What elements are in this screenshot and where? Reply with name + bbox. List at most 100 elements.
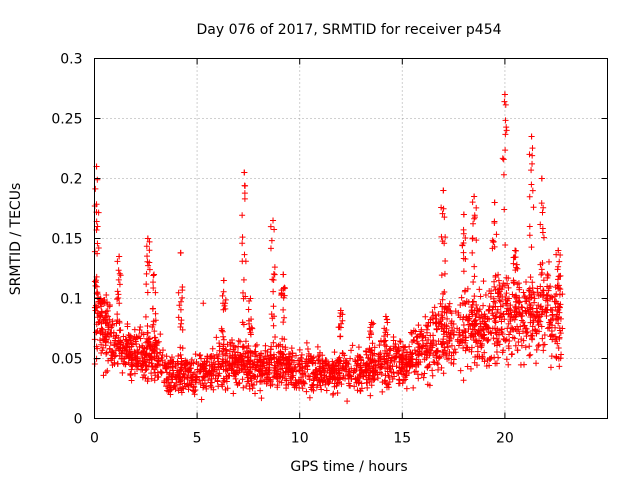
data-point (492, 329, 499, 336)
data-point (298, 380, 305, 387)
data-point (240, 384, 247, 391)
data-point (118, 355, 125, 362)
data-point (419, 332, 426, 339)
data-point (539, 335, 546, 342)
data-point (138, 351, 145, 358)
data-point (126, 349, 133, 356)
data-point (150, 347, 157, 354)
data-point (460, 226, 467, 233)
data-point (396, 354, 403, 361)
data-point (491, 218, 498, 225)
data-point (509, 351, 516, 358)
data-point (287, 361, 294, 368)
data-point (177, 249, 184, 256)
data-point (519, 304, 526, 311)
data-point (329, 362, 336, 369)
data-point (196, 352, 203, 359)
data-point (526, 352, 533, 359)
data-point (556, 335, 563, 342)
data-point (358, 385, 365, 392)
data-point (459, 316, 466, 323)
data-point (512, 342, 519, 349)
data-point (529, 160, 536, 167)
data-point (400, 371, 407, 378)
data-point (128, 343, 135, 350)
data-point (246, 320, 253, 327)
data-point (179, 294, 186, 301)
data-point (208, 352, 215, 359)
data-point (514, 347, 521, 354)
data-point (486, 288, 493, 295)
data-point (141, 356, 148, 363)
data-point (386, 352, 393, 359)
data-point (499, 349, 506, 356)
data-point (136, 343, 143, 350)
data-point (474, 305, 481, 312)
data-point (518, 303, 525, 310)
data-point (219, 328, 226, 335)
data-point (529, 279, 536, 286)
data-point (452, 349, 459, 356)
data-point (396, 338, 403, 345)
data-point (240, 321, 247, 328)
data-point (213, 334, 220, 341)
data-point (516, 286, 523, 293)
data-point (529, 336, 536, 343)
data-point (205, 377, 212, 384)
data-point (117, 327, 124, 334)
data-point (544, 325, 551, 332)
data-point (439, 296, 446, 303)
data-point (358, 367, 365, 374)
y-axis-label: SRMTID / TECUs (8, 183, 24, 296)
data-point (420, 342, 427, 349)
data-point (503, 356, 510, 363)
data-point (430, 358, 437, 365)
data-point (440, 352, 447, 359)
data-point (282, 375, 289, 382)
data-point (344, 360, 351, 367)
data-point (511, 309, 518, 316)
data-point (450, 360, 457, 367)
data-point (384, 368, 391, 375)
data-point (530, 204, 537, 211)
data-point (92, 307, 99, 314)
data-point (483, 322, 490, 329)
data-point (201, 360, 208, 367)
data-point (450, 320, 457, 327)
data-point (513, 261, 520, 268)
data-point (212, 372, 219, 379)
data-point (340, 374, 347, 381)
data-point (528, 244, 535, 251)
data-point (247, 331, 254, 338)
data-point (175, 387, 182, 394)
data-point (356, 364, 363, 371)
data-point (95, 319, 102, 326)
data-point (239, 365, 246, 372)
data-point (409, 361, 416, 368)
data-point (273, 355, 280, 362)
data-point (270, 276, 277, 283)
data-point (270, 303, 277, 310)
data-point (429, 367, 436, 374)
data-point (488, 330, 495, 337)
data-point (512, 303, 519, 310)
data-point (278, 350, 285, 357)
data-point (270, 288, 277, 295)
data-point (442, 234, 449, 241)
data-point (241, 169, 248, 176)
data-point (161, 379, 168, 386)
data-point (177, 298, 184, 305)
data-point (157, 331, 164, 338)
data-point (528, 181, 535, 188)
data-point (163, 353, 170, 360)
data-point (347, 382, 354, 389)
data-point (149, 305, 156, 312)
data-point (427, 316, 434, 323)
data-point (208, 384, 215, 391)
data-point (128, 377, 135, 384)
data-point (446, 300, 453, 307)
data-point (448, 342, 455, 349)
data-point (441, 328, 448, 335)
data-point (344, 398, 351, 405)
data-point (411, 369, 418, 376)
